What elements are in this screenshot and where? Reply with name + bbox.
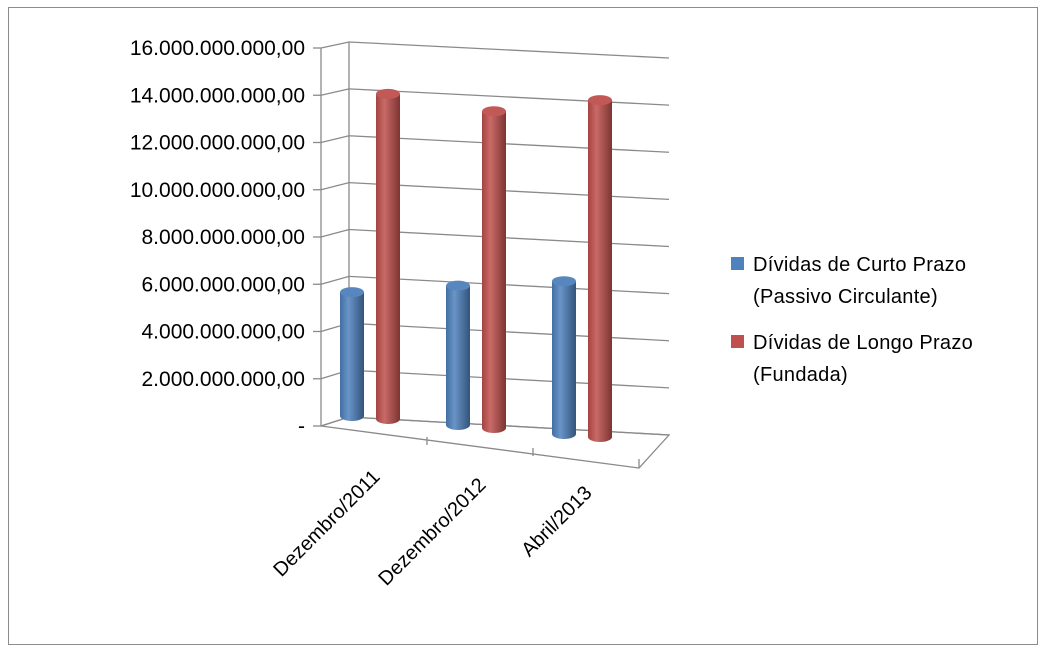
y-tick-label: - [298,415,305,438]
bar [552,276,576,439]
bar [446,280,470,430]
legend-swatch [731,257,744,270]
chart-svg: - 2.000.000.000,00 4.000.000.000,00 6.000.0… [130,37,973,590]
bar-body [446,285,470,430]
y-tick-label: 2.000.000.000,00 [142,368,306,391]
bar-top [446,280,470,291]
gridline [320,181,670,201]
gridline [320,41,670,59]
bar-body [376,93,400,425]
legend-label: Dívidas de Curto Prazo [753,254,966,276]
bar-body [340,292,364,421]
x-tick-label: Dezembro/2011 [269,466,384,581]
x-tick-label: Dezembro/2012 [374,474,490,590]
legend-label: (Fundada) [753,364,848,386]
chart-frame: - 2.000.000.000,00 4.000.000.000,00 6.000.0… [8,7,1038,645]
y-tick-label: 4.000.000.000,00 [142,321,306,344]
bar [482,106,506,433]
bar [588,95,612,442]
x-tick-label: Abril/2013 [517,482,596,561]
bar-body [552,281,576,439]
legend-label: Dívidas de Longo Prazo [753,332,973,354]
y-tick-label: 16.000.000.000,00 [130,37,305,60]
bar-body [482,111,506,433]
bar-top [376,88,400,99]
bar-top [552,276,576,287]
legend: Dívidas de Curto Prazo (Passivo Circulant… [731,254,973,386]
y-tick-label: 6.000.000.000,00 [142,273,306,296]
bar-top [340,287,364,298]
legend-swatch [731,335,744,348]
gridline [320,228,670,248]
y-tick-label: 8.000.000.000,00 [142,226,306,249]
bars [340,88,612,442]
gridline [320,135,670,153]
bar-top [588,95,612,106]
y-tick-label: 14.000.000.000,00 [130,84,305,107]
bar-body [588,100,612,442]
legend-item: Dívidas de Longo Prazo (Fundada) [731,332,973,386]
bar-top [482,106,506,117]
y-tick-label: 12.000.000.000,00 [130,132,305,155]
bar [340,287,364,421]
legend-label: (Passivo Circulante) [753,286,938,308]
gridline [320,88,670,106]
y-axis-labels: - 2.000.000.000,00 4.000.000.000,00 6.000.0… [130,37,305,438]
legend-item: Dívidas de Curto Prazo (Passivo Circulant… [731,254,966,308]
y-tick-label: 10.000.000.000,00 [130,179,305,202]
bar [376,88,400,425]
